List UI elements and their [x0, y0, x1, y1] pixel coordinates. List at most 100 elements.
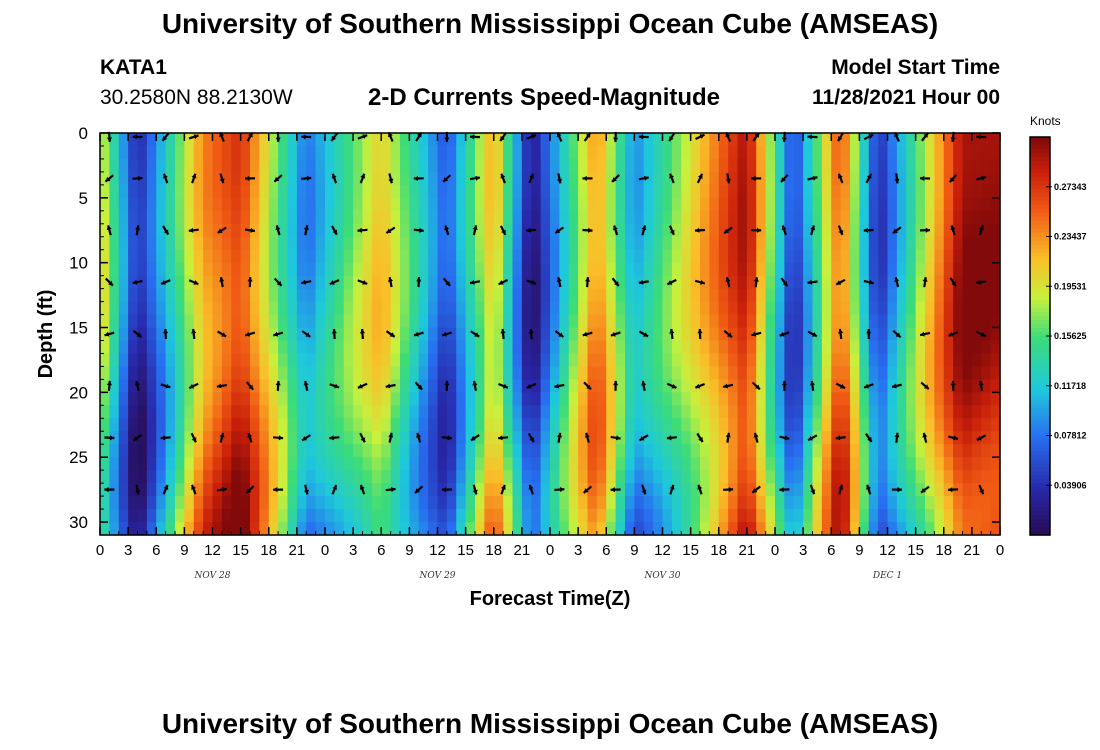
heatmap-cell: [559, 288, 570, 303]
heatmap-cell: [390, 197, 401, 212]
heatmap-cell: [587, 275, 598, 290]
heatmap-cell: [934, 444, 945, 458]
heatmap-cell: [718, 496, 729, 510]
heatmap-cell: [868, 223, 879, 238]
colorbar-segment: [1030, 276, 1050, 281]
heatmap-cell: [643, 145, 654, 160]
heatmap-cell: [896, 509, 907, 523]
heatmap-cell: [540, 366, 551, 380]
current-vector-arrowhead: [754, 132, 760, 138]
colorbar-segment: [1030, 324, 1050, 329]
heatmap-cell: [821, 496, 832, 510]
heatmap-cell: [259, 353, 270, 368]
heatmap-cell: [587, 353, 598, 368]
heatmap-cell: [915, 470, 926, 484]
heatmap-cell: [315, 327, 326, 342]
heatmap-cell: [971, 522, 982, 536]
heatmap-cell: [175, 133, 185, 147]
heatmap-cell: [428, 366, 439, 380]
heatmap-cell: [737, 444, 748, 458]
heatmap-cell: [165, 133, 176, 147]
heatmap-cell: [446, 522, 457, 536]
current-vector-arrowhead: [359, 484, 365, 490]
heatmap-cell: [287, 288, 298, 303]
current-vector-arrowhead: [950, 225, 956, 231]
heatmap-cell: [812, 133, 823, 147]
heatmap-cell: [456, 405, 467, 419]
heatmap-cell: [400, 522, 410, 536]
heatmap-cell: [315, 483, 326, 497]
chart-title: University of Southern Mississippi Ocean…: [161, 8, 939, 39]
heatmap-cell: [100, 509, 110, 523]
heatmap-cell: [268, 405, 279, 419]
heatmap-cell: [784, 353, 795, 368]
heatmap-cell: [681, 496, 692, 510]
heatmap-cell: [878, 366, 889, 380]
heatmap-cell: [737, 340, 748, 355]
heatmap-cell: [793, 353, 804, 368]
current-vector-arrowhead: [615, 435, 621, 441]
heatmap-cell: [812, 470, 823, 484]
heatmap-cell: [475, 431, 485, 445]
heatmap-cell: [156, 522, 167, 536]
heatmap-cell: [784, 392, 795, 406]
heatmap-cell: [690, 405, 701, 419]
heatmap-cell: [653, 184, 664, 199]
heatmap-cell: [531, 366, 542, 380]
heatmap-cell: [671, 366, 682, 380]
colorbar-segment: [1030, 383, 1050, 389]
heatmap-cell: [221, 314, 232, 329]
heatmap-cell: [662, 249, 673, 264]
colorbar-tick-label: 0.19531: [1054, 281, 1087, 291]
colorbar-segment: [1030, 439, 1050, 445]
heatmap-cell: [793, 509, 804, 523]
current-vector-arrowhead: [808, 435, 814, 441]
heatmap-cell: [268, 353, 279, 368]
heatmap-cell: [971, 249, 982, 264]
heatmap-cell: [400, 457, 410, 471]
heatmap-cell: [718, 249, 729, 264]
heatmap-cell: [240, 210, 251, 225]
colorbar-segment: [1030, 511, 1050, 516]
heatmap-cell: [681, 431, 692, 445]
heatmap-cell: [503, 262, 514, 277]
heatmap-cell: [493, 509, 504, 523]
heatmap-cell: [287, 496, 298, 510]
heatmap-cell: [906, 418, 917, 432]
heatmap-cell: [296, 314, 307, 329]
heatmap-cell: [503, 418, 514, 432]
heatmap-cell: [343, 522, 354, 536]
heatmap-cell: [118, 262, 129, 277]
heatmap-cell: [250, 158, 260, 173]
heatmap-cell: [550, 444, 560, 458]
heatmap-cell: [165, 236, 176, 251]
heatmap-cell: [493, 353, 504, 368]
current-vector-arrowhead: [334, 383, 340, 389]
heatmap-cell: [503, 288, 514, 303]
heatmap-cell: [690, 145, 701, 160]
heatmap-cell: [175, 340, 185, 355]
heatmap-cell: [990, 496, 1001, 510]
current-vector-arrowhead: [276, 280, 282, 286]
heatmap-cell: [737, 509, 748, 523]
heatmap-cell: [878, 275, 889, 290]
heatmap-cell: [643, 133, 654, 147]
heatmap-cell: [662, 158, 673, 173]
heatmap-cell: [653, 444, 664, 458]
heatmap-cell: [906, 353, 917, 368]
heatmap-cell: [128, 301, 139, 316]
colorbar-segment: [1030, 252, 1050, 257]
current-vector-arrowhead: [807, 134, 812, 140]
heatmap-cell: [793, 236, 804, 251]
heatmap-cell: [943, 457, 954, 471]
heatmap-cell: [568, 340, 579, 355]
heatmap-cell: [559, 392, 570, 406]
heatmap-cell: [878, 392, 889, 406]
heatmap-cell: [653, 275, 664, 290]
heatmap-cell: [184, 366, 195, 380]
current-vector-arrowhead: [920, 175, 925, 181]
heatmap-cell: [381, 470, 392, 484]
heatmap-cell: [484, 275, 495, 290]
heatmap-cell: [840, 171, 851, 186]
heatmap-cell: [137, 353, 148, 368]
